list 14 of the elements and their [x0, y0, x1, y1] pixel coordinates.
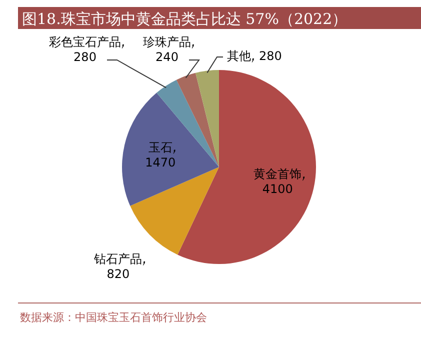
source-note: 数据来源：中国珠宝玉石首饰行业协会: [20, 311, 207, 324]
category-label: 彩色宝石产品: [49, 35, 121, 49]
value-label: 1470: [145, 155, 176, 170]
value-label: 4100: [262, 182, 293, 196]
value-label: 280: [259, 49, 282, 63]
chart-title: 图18.珠宝市场中黄金品类占比达 57%（2022）: [22, 10, 348, 28]
value-label: 280: [74, 50, 96, 64]
category-label: 珍珠产品: [143, 35, 191, 49]
value-label: 820: [106, 267, 130, 282]
category-label: 黄金首饰: [254, 167, 302, 182]
category-label: 玉石: [148, 140, 172, 154]
value-label: 240: [156, 50, 178, 64]
category-label: 钻石产品: [94, 252, 142, 266]
category-label: 其他: [227, 49, 251, 63]
